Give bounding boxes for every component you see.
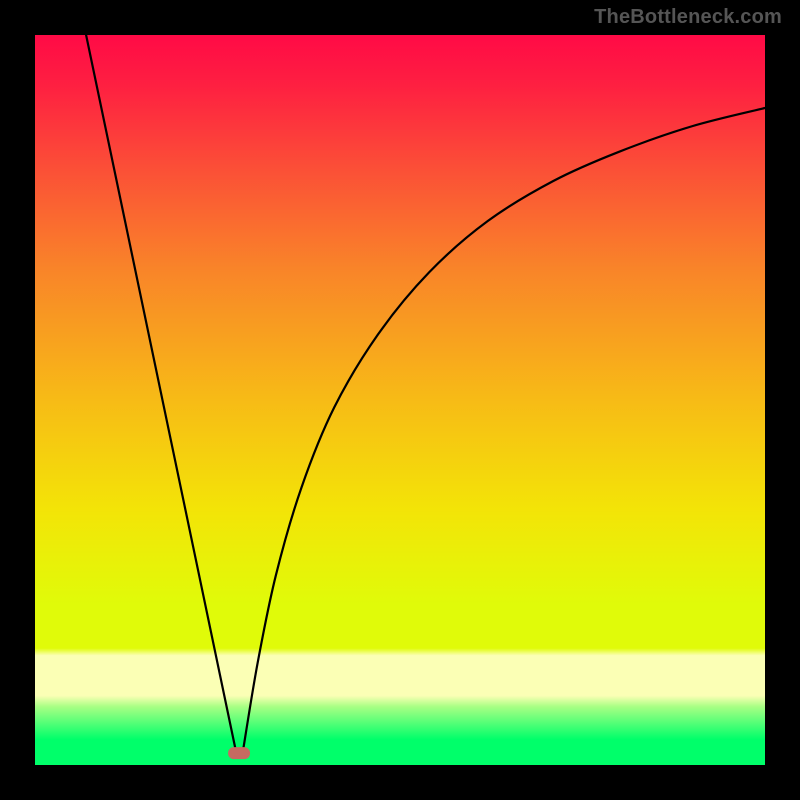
bottleneck-curve <box>35 35 765 765</box>
plot-area <box>35 35 765 765</box>
watermark-text: TheBottleneck.com <box>594 6 782 29</box>
valley-marker <box>228 747 250 759</box>
chart-frame: TheBottleneck.com <box>0 0 800 800</box>
